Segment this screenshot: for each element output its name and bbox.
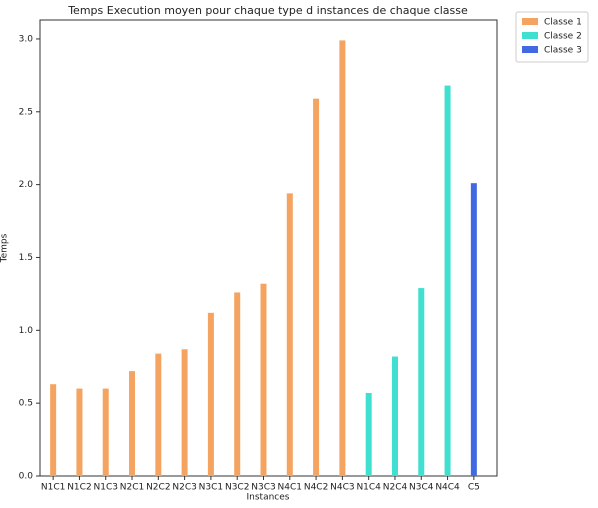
x-tick-label: N4C4	[435, 483, 460, 493]
bar	[234, 292, 241, 476]
x-tick-label: N2C3	[172, 483, 196, 493]
x-tick-label: N4C3	[330, 483, 354, 493]
y-tick-label: 2.0	[19, 180, 34, 190]
legend-swatch	[522, 32, 538, 39]
bar	[129, 371, 136, 476]
bar	[286, 193, 293, 476]
x-tick-label: N2C4	[383, 483, 408, 493]
bar	[76, 388, 83, 476]
plot-frame	[39, 19, 498, 477]
x-tick-label: N1C1	[41, 483, 65, 493]
x-axis-label: Instances	[247, 493, 290, 503]
x-tick-label: N1C4	[356, 483, 381, 493]
y-tick-label: 3.0	[19, 34, 34, 44]
bar	[260, 283, 267, 476]
x-tick-label: N2C1	[120, 483, 144, 493]
bar	[102, 388, 109, 476]
x-tick-label: N1C2	[67, 483, 91, 493]
legend-label: Classe 3	[544, 46, 582, 56]
bar	[181, 349, 188, 476]
bar	[470, 183, 477, 477]
bar	[444, 85, 451, 476]
legend-swatch	[522, 18, 538, 25]
legend-swatch	[522, 46, 538, 53]
x-tick-label: N3C4	[409, 483, 434, 493]
bar	[155, 353, 162, 476]
x-tick-label: N1C3	[94, 483, 118, 493]
y-tick-label: 1.5	[19, 253, 33, 263]
y-tick-label: 0.0	[19, 472, 34, 482]
x-tick-label: N2C2	[146, 483, 170, 493]
y-tick-label: 1.0	[19, 326, 34, 336]
bar	[313, 98, 320, 476]
bar	[418, 288, 425, 476]
x-tick-label: N4C1	[278, 483, 302, 493]
bar	[207, 312, 214, 476]
x-tick-label: N3C1	[199, 483, 223, 493]
chart-title: Temps Execution moyen pour chaque type d…	[67, 4, 468, 17]
x-tick-label: N3C2	[225, 483, 249, 493]
x-tick-label: N3C3	[251, 483, 275, 493]
bar	[391, 356, 398, 476]
bar	[365, 392, 372, 476]
legend-label: Classe 1	[544, 18, 582, 28]
legend-label: Classe 2	[544, 32, 582, 42]
y-tick-label: 0.5	[19, 399, 33, 409]
x-tick-label: N4C2	[304, 483, 328, 493]
y-tick-label: 2.5	[19, 107, 33, 117]
bar	[339, 40, 346, 476]
bar	[50, 384, 57, 476]
x-tick-label: C5	[468, 483, 480, 493]
y-axis-label: Temps	[0, 233, 10, 263]
